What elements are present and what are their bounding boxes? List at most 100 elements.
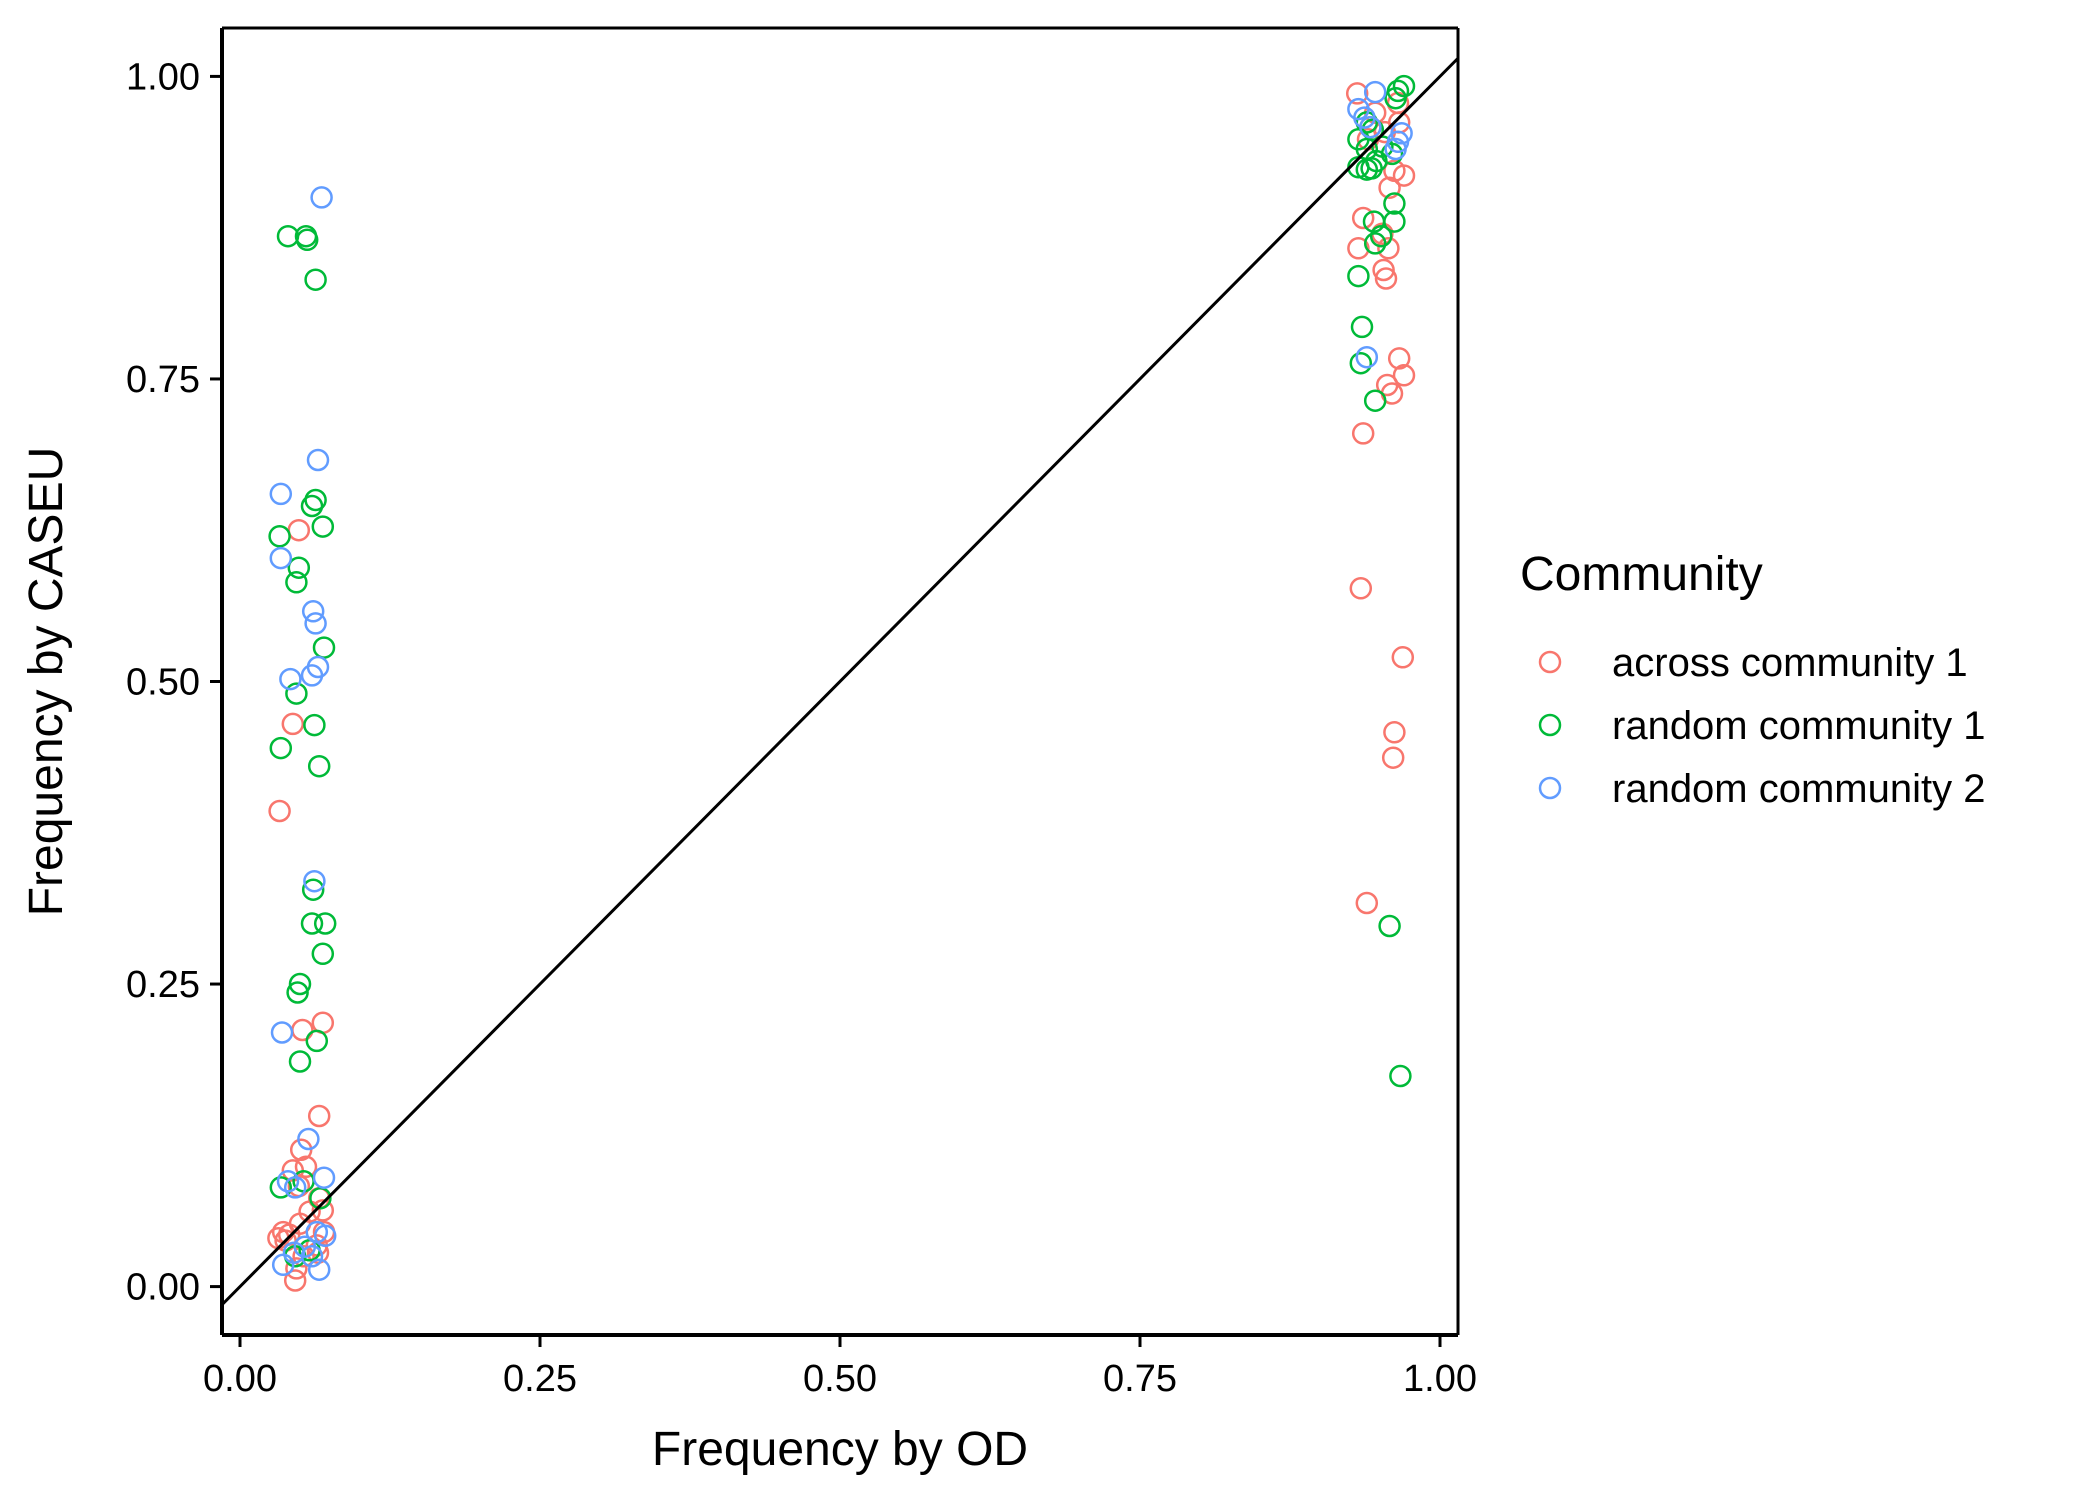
data-point [286, 981, 309, 1004]
data-point [285, 682, 308, 705]
data-point [310, 186, 333, 209]
y-tick-label: 0.75 [126, 359, 200, 401]
data-point [1350, 315, 1374, 339]
data-point [269, 546, 293, 570]
data-point [300, 664, 324, 687]
data-point [1383, 192, 1406, 215]
data-point [288, 972, 312, 996]
y-tick-label: 0.50 [126, 662, 200, 704]
data-point [1351, 422, 1375, 445]
data-point [1374, 267, 1398, 290]
data-point [1391, 646, 1415, 669]
data-point [1349, 351, 1373, 375]
data-point [294, 1155, 318, 1179]
data-point [1389, 1064, 1412, 1088]
data-point [305, 1220, 329, 1244]
data-point [311, 942, 335, 966]
data-point [297, 1127, 320, 1151]
data-point [1384, 137, 1407, 161]
identity-reference-line [220, 57, 1460, 1306]
data-point [300, 912, 324, 935]
y-tick-label: 0.00 [126, 1267, 200, 1309]
legend-label: random community 1 [1612, 704, 1985, 748]
data-point [1392, 364, 1416, 387]
legend-key [1538, 713, 1562, 737]
data-point [1363, 389, 1387, 412]
data-point [1347, 264, 1370, 288]
y-axis-title: Frequency by CASEU [20, 447, 73, 917]
x-tick-label: 0.75 [1103, 1358, 1177, 1400]
data-point [300, 1245, 324, 1268]
data-point [281, 712, 305, 736]
data-point [311, 1199, 335, 1222]
data-point [283, 1269, 307, 1292]
data-point [305, 1029, 329, 1053]
data-point [268, 799, 291, 823]
data-point [283, 1176, 307, 1199]
data-point [303, 713, 326, 737]
data-point [271, 1253, 295, 1277]
data-point [1392, 74, 1416, 98]
data-point [1384, 86, 1407, 110]
data-point [1378, 176, 1401, 199]
data-point [291, 1018, 314, 1042]
points-layer [267, 74, 1416, 1292]
data-point [276, 1170, 300, 1193]
data-point [1345, 82, 1369, 105]
data-point [307, 754, 331, 778]
x-tick-label: 1.00 [1403, 1358, 1477, 1400]
data-point [304, 612, 327, 635]
data-point [312, 636, 336, 659]
y-tick-label: 0.25 [126, 964, 200, 1006]
data-point [304, 268, 327, 291]
legend-label: random community 2 [1612, 767, 1985, 811]
data-point [295, 228, 319, 252]
data-point [306, 448, 330, 472]
data-point [1363, 232, 1387, 255]
x-tick-label: 0.25 [503, 1358, 577, 1400]
data-point [1387, 347, 1411, 370]
data-point [1392, 164, 1416, 187]
x-tick-label: 0.50 [803, 1358, 877, 1400]
data-point [307, 1258, 331, 1281]
data-point [311, 515, 335, 538]
data-point [301, 600, 325, 623]
legend-entries: across community 1 random community 1 rand… [1538, 641, 1985, 811]
data-point [1355, 891, 1379, 915]
data-point [1369, 224, 1393, 248]
data-point [1349, 577, 1373, 600]
data-point [1383, 721, 1406, 744]
data-point [292, 1245, 315, 1268]
ticks-layer: 0.00 0.25 0.50 0.75 1.00 0.00 0.25 0.50 0.75 1.00 [126, 56, 1477, 1400]
data-point [1378, 914, 1401, 938]
data-point [269, 1176, 293, 1199]
data-point [303, 869, 326, 893]
data-point [1362, 210, 1386, 233]
data-point [1347, 237, 1370, 260]
data-point [301, 878, 325, 901]
data-point [288, 1050, 312, 1073]
y-tick-label: 1.00 [126, 56, 200, 98]
data-point [1355, 345, 1379, 369]
data-point [1351, 206, 1375, 230]
data-point [285, 1257, 308, 1280]
legend-key [1538, 776, 1562, 800]
data-point [285, 571, 308, 594]
data-point [1363, 80, 1387, 104]
legend-label: across community 1 [1612, 641, 1968, 685]
x-axis-title: Frequency by OD [652, 1423, 1028, 1476]
data-point [300, 494, 324, 518]
legend-title: Community [1520, 548, 1763, 601]
data-point [307, 1104, 331, 1128]
data-point [1372, 258, 1395, 282]
data-point [270, 1021, 294, 1044]
legend: Community across community 1 random commu… [1520, 548, 1985, 811]
data-point [1359, 115, 1382, 139]
data-point [287, 556, 311, 579]
data-point [279, 667, 302, 691]
data-point [313, 912, 337, 935]
x-tick-label: 0.00 [203, 1358, 277, 1400]
data-point [287, 518, 311, 542]
data-point [269, 482, 293, 506]
